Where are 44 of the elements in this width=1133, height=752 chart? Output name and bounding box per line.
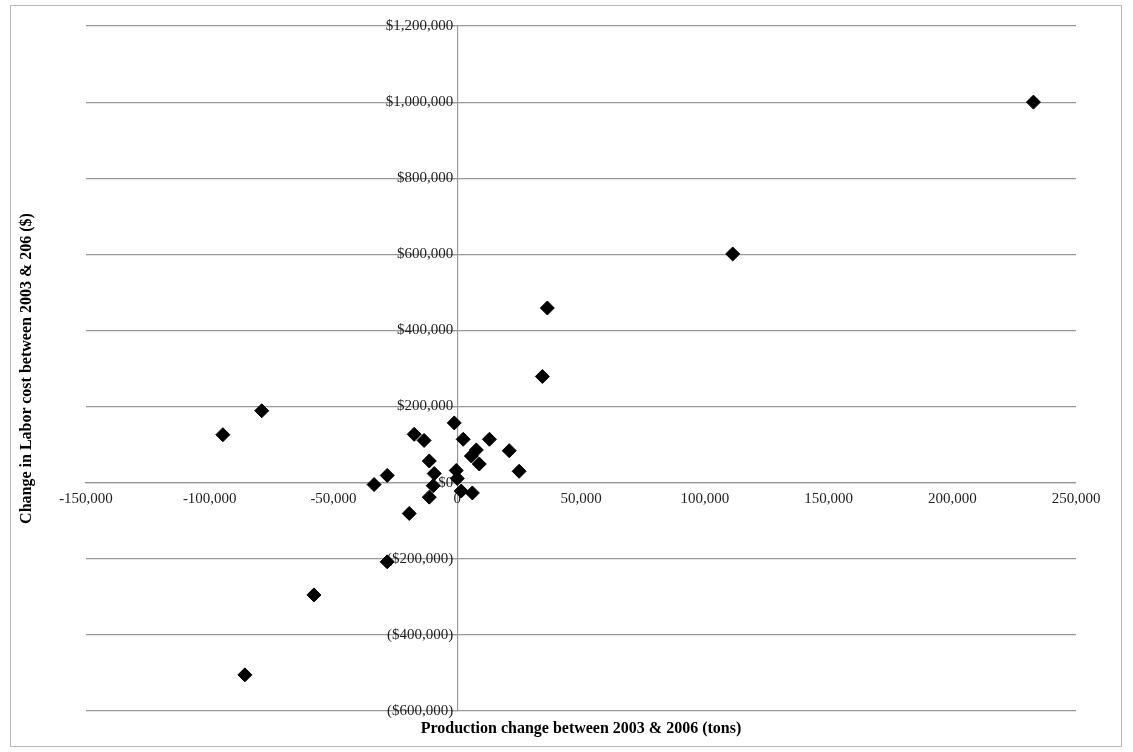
point: [481, 431, 497, 447]
point: [416, 432, 432, 448]
y-tick-label: $600,000: [397, 245, 454, 262]
y-tick-label: ($400,000): [387, 625, 454, 643]
x-tick-label: -100,000: [182, 489, 237, 506]
y-tick-label: $0: [438, 473, 454, 490]
point: [464, 485, 480, 501]
point: [379, 467, 395, 483]
point: [366, 477, 382, 493]
point: [511, 463, 527, 479]
y-tick-label: $200,000: [397, 397, 454, 414]
x-tick-label: 100,000: [680, 489, 730, 506]
x-tick-label: 150,000: [804, 489, 853, 506]
y-tick-label: ($200,000): [387, 549, 454, 567]
point: [425, 478, 441, 494]
x-tick-label: -50,000: [310, 489, 357, 506]
x-tick-label: 200,000: [927, 489, 977, 506]
point: [1025, 94, 1041, 110]
y-tick-label: $1,200,000: [385, 16, 454, 33]
y-tick-label: $800,000: [397, 169, 454, 186]
y-tick-label: $400,000: [397, 321, 454, 338]
x-tick-label: -150,000: [59, 489, 113, 506]
y-tick-label: $1,000,000: [385, 93, 454, 110]
point: [446, 415, 462, 431]
point: [215, 427, 231, 443]
x-tick-label: 250,000: [1051, 489, 1101, 506]
x-axis-title: Production change between 2003 & 2006 (tons): [420, 719, 742, 738]
point: [421, 489, 437, 505]
point: [455, 431, 471, 447]
y-tick-label: ($600,000): [387, 701, 454, 719]
point: [534, 368, 550, 384]
point: [306, 587, 322, 603]
point: [254, 403, 270, 419]
point: [401, 505, 417, 521]
point: [463, 448, 479, 464]
point: [471, 456, 487, 472]
point: [501, 443, 517, 459]
point: [539, 300, 555, 316]
point: [421, 453, 437, 469]
point: [725, 246, 741, 262]
point: [406, 426, 422, 442]
y-axis-title: Change in Labor cost between 2003 & 206 ($): [17, 213, 36, 524]
point: [237, 667, 253, 683]
x-tick-label: 50,000: [560, 489, 602, 506]
